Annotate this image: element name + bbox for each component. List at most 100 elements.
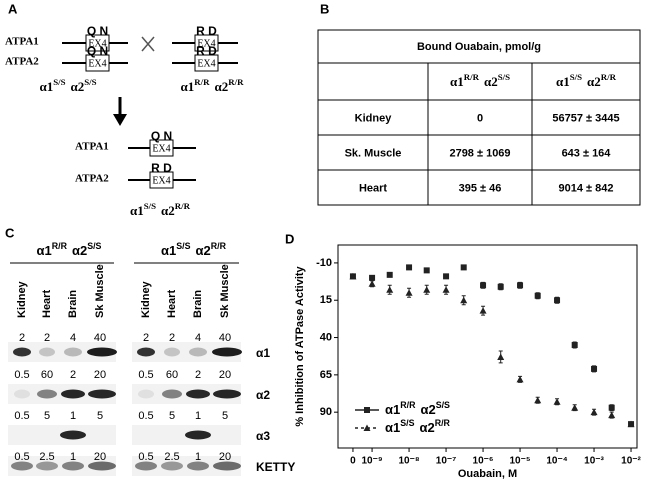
band-label: α1 [256,346,270,360]
lane-label: Brain [192,290,204,318]
band [185,430,211,440]
lane-label: Kidney [16,280,28,318]
quantity: 1 [70,410,76,422]
marker [423,267,430,274]
quantity: 1 [195,451,201,463]
band-label: α3 [256,429,270,443]
genotype-gene: α2 [419,420,434,435]
genotype-allele: S/S [176,241,190,251]
x-tick-label: 10⁻⁵ [509,456,530,467]
genotype-allele: R/R [464,72,480,82]
band [60,430,86,440]
genotype-allele: S/S [436,400,450,410]
genotype-allele: R/R [601,72,617,82]
marker [479,307,487,314]
load-amount: 40 [94,332,106,344]
genotype-gene: α2 [420,402,435,417]
quantity: 1 [70,451,76,463]
exon-label: EX4 [197,38,215,49]
table-cell: Sk. Muscle [345,147,402,159]
x-axis-label: Ouabain, M [458,468,517,480]
gene-label: ATPA2 [5,56,39,68]
band [13,347,31,357]
quantity: 0.5 [138,451,153,463]
x-tick-label: 10⁻⁸ [398,456,419,467]
exon-label: EX4 [152,143,170,154]
quantity: 0.5 [14,410,29,422]
marker [405,289,413,296]
band [189,347,207,357]
genotype-allele: R/R [211,241,227,251]
exon-label: EX4 [88,38,106,49]
quantity: 2 [70,369,76,381]
quantity: 0.5 [138,410,153,422]
blot-strip [132,342,241,362]
exon-box [194,54,219,72]
residues: Q N [87,24,108,38]
marker [364,407,370,413]
quantity: 5 [222,410,228,422]
cross-symbol [141,36,155,52]
lane-label: Heart [41,290,53,318]
band [161,461,183,471]
marker [386,286,394,293]
genotype-gene: α2 [484,74,498,89]
genotype-gene: α1 [450,74,464,89]
genotype: α1R/R α2S/S [450,72,510,89]
genotype-gene: α2 [215,79,229,94]
y-tick-label: 90 [320,406,332,418]
residues: R D [196,24,217,38]
band [162,389,182,399]
y-axis-label: % Inhibition of ATPase Activity [294,265,306,426]
y-tick-label: 40 [320,331,332,343]
residues: R D [196,44,217,58]
genotype-gene: α2 [71,79,85,94]
genotype: α1S/S α2R/R [161,241,227,258]
table-cell: Kidney [355,112,393,124]
gene-label: ATPA2 [75,173,109,185]
x-tick-label: 10⁻⁶ [473,456,494,467]
marker [608,411,616,419]
genotype-allele: S/S [400,418,414,428]
quantity: 2.5 [39,451,54,463]
marker [368,280,376,287]
genotype-allele: R/R [435,418,451,428]
quantity: 20 [94,369,106,381]
marker [497,353,505,360]
residues: Q N [151,129,172,143]
gene-label: ATPA1 [75,141,109,153]
marker [591,365,598,372]
marker [517,282,524,289]
gene-label: ATPA1 [5,36,39,48]
genotype: α1R/R α2S/S [385,400,450,417]
quantity: 1 [195,410,201,422]
y-tick-label: 65 [320,369,332,381]
x-tick-label: 10⁻⁹ [361,456,382,467]
exon-box [85,54,110,72]
quantity: 20 [219,451,231,463]
marker [442,286,450,293]
y-tick-label: 15 [320,294,332,306]
table-cell: 0 [477,112,483,124]
marker [534,396,542,404]
quantity: 60 [166,369,178,381]
x-tick-label: 10⁻³ [584,456,604,467]
genotype-allele: R/R [228,77,244,87]
genotype-gene: α1 [161,243,176,258]
genotype-gene: α1 [39,79,53,94]
table-cell: Heart [359,182,387,194]
quantity: 5 [97,410,103,422]
residues: Q N [87,44,108,58]
x-tick-label: 10⁻² [621,456,641,467]
x-tick-label: 0 [350,456,356,467]
load-amount: 4 [70,332,76,344]
marker [516,375,524,383]
blot-strip [8,342,116,362]
lane-label: Sk Muscle [219,264,231,318]
band [187,461,209,471]
y-tick-label: -10 [316,257,332,269]
marker [369,274,376,281]
band [11,461,33,471]
band-label: α2 [256,388,270,402]
